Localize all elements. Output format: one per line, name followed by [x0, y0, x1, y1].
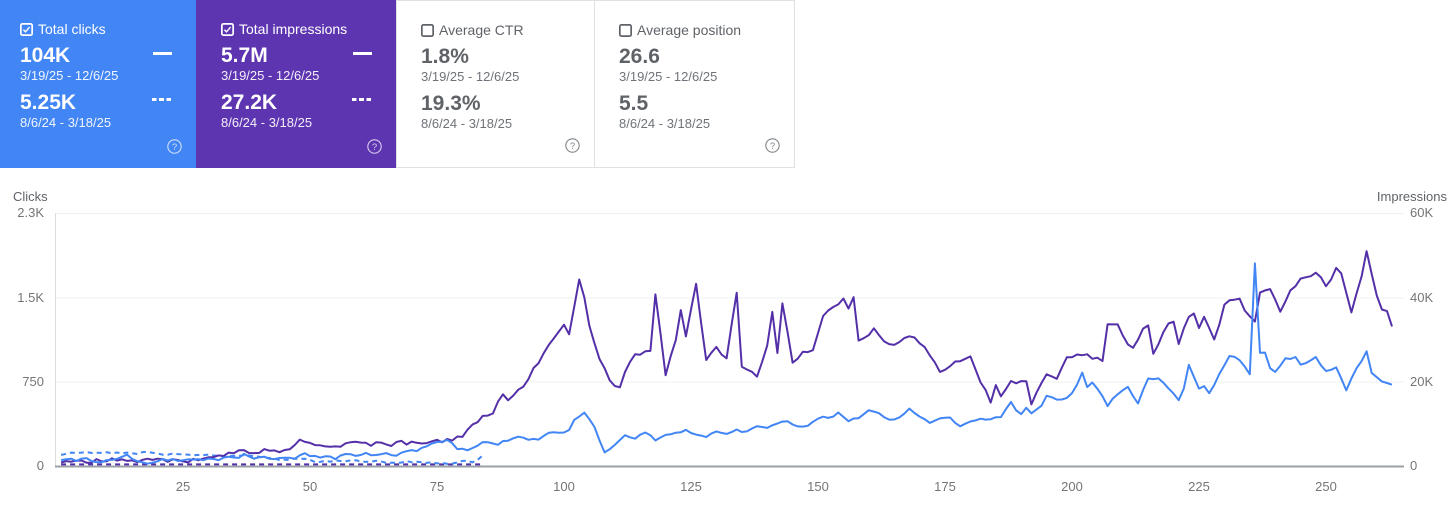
- svg-text:100: 100: [553, 479, 575, 494]
- svg-text:?: ?: [172, 142, 177, 153]
- svg-text:75: 75: [430, 479, 444, 494]
- svg-text:225: 225: [1188, 479, 1210, 494]
- svg-text:?: ?: [570, 141, 575, 152]
- svg-text:?: ?: [770, 141, 775, 152]
- svg-text:40K: 40K: [1410, 290, 1433, 305]
- svg-text:25: 25: [176, 479, 190, 494]
- svg-text:?: ?: [372, 142, 377, 153]
- svg-text:750: 750: [22, 374, 44, 389]
- svg-text:250: 250: [1315, 479, 1337, 494]
- svg-text:200: 200: [1061, 479, 1083, 494]
- svg-text:150: 150: [807, 479, 829, 494]
- svg-text:1.5K: 1.5K: [17, 290, 44, 305]
- svg-text:0: 0: [37, 458, 44, 473]
- svg-text:50: 50: [303, 479, 317, 494]
- svg-text:175: 175: [934, 479, 956, 494]
- svg-text:0: 0: [1410, 458, 1417, 473]
- svg-text:2.3K: 2.3K: [17, 205, 44, 220]
- svg-text:20K: 20K: [1410, 374, 1433, 389]
- svg-text:Clicks: Clicks: [13, 189, 48, 204]
- svg-text:60K: 60K: [1410, 205, 1433, 220]
- svg-text:125: 125: [680, 479, 702, 494]
- svg-text:Impressions: Impressions: [1377, 189, 1448, 204]
